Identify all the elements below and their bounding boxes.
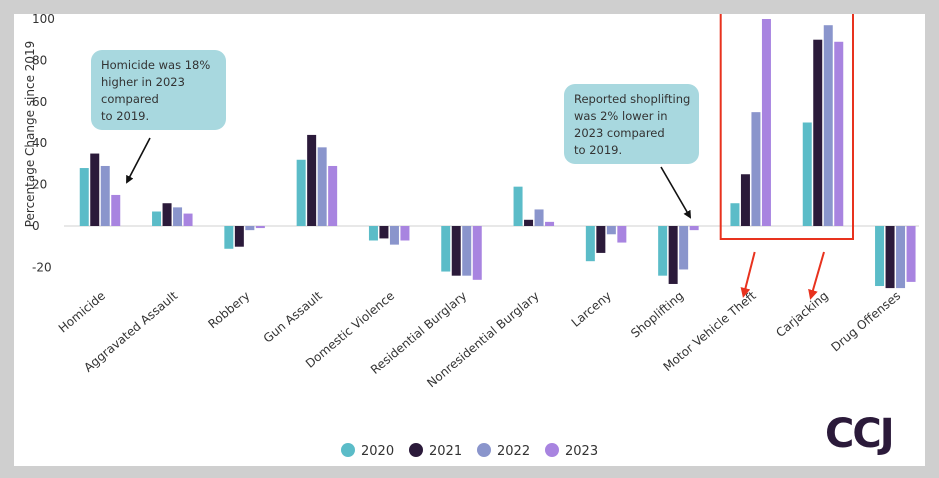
annotation-line: Reported shoplifting bbox=[574, 92, 690, 106]
category-label: Gun Assault bbox=[261, 288, 325, 345]
y-tick-label: 40 bbox=[32, 136, 47, 150]
y-tick-label: 100 bbox=[32, 14, 55, 26]
annotation-arrow bbox=[126, 137, 151, 184]
annotation-arrow bbox=[660, 166, 692, 219]
bar-2021-3 bbox=[307, 134, 317, 226]
annotation-line: 2023 compared bbox=[574, 126, 665, 140]
category-label: Larceny bbox=[569, 289, 614, 330]
y-tick-label: 0 bbox=[32, 219, 40, 233]
bar-2022-8 bbox=[679, 226, 689, 270]
legend-label: 2023 bbox=[565, 444, 598, 459]
highlight-arrow bbox=[740, 251, 756, 298]
category-label: Shoplifting bbox=[628, 289, 686, 341]
ccj-logo: CCJ bbox=[825, 411, 893, 457]
category-label: Robbery bbox=[205, 289, 252, 332]
bar-2020-10 bbox=[802, 122, 812, 226]
bar-2022-3 bbox=[317, 147, 327, 226]
annotation-text: Homicide was 18% higher in 2023 compared to… bbox=[101, 58, 210, 123]
bar-2023-9 bbox=[761, 19, 771, 226]
bar-2020-0 bbox=[79, 168, 89, 226]
annotation-line: to 2019. bbox=[101, 109, 149, 123]
highlight-box bbox=[719, 14, 855, 240]
bar-2020-2 bbox=[224, 226, 234, 249]
y-tick-label: 20 bbox=[32, 178, 47, 192]
bar-2023-10 bbox=[834, 41, 844, 226]
bar-2023-3 bbox=[328, 165, 338, 226]
legend-label: 2021 bbox=[429, 444, 462, 459]
bar-2022-2 bbox=[245, 226, 255, 231]
annotation-line: higher in 2023 bbox=[101, 75, 185, 89]
chart-svg: Percentage Change since 2019 100 80 60 40 20 0… bbox=[23, 14, 919, 459]
bar-2022-6 bbox=[534, 209, 544, 226]
y-tick-label: -20 bbox=[32, 260, 52, 274]
bar-2023-2 bbox=[255, 226, 265, 229]
legend-marker-2021 bbox=[409, 443, 423, 457]
bar-2022-7 bbox=[606, 226, 616, 235]
annotation-line: compared bbox=[101, 92, 159, 106]
bar-2020-1 bbox=[152, 211, 162, 226]
y-tick-label: 60 bbox=[32, 95, 47, 109]
legend-label: 2022 bbox=[497, 444, 530, 459]
bar-2021-2 bbox=[234, 226, 244, 247]
annotation-line: to 2019. bbox=[574, 143, 622, 157]
bar-2020-5 bbox=[441, 226, 451, 272]
bar-2022-10 bbox=[823, 25, 833, 227]
bar-2023-8 bbox=[689, 226, 699, 231]
legend-marker-2022 bbox=[477, 443, 491, 457]
annotation-text: Reported shoplifting was 2% lower in 2023 … bbox=[574, 92, 690, 157]
bar-2020-7 bbox=[585, 226, 595, 262]
bar-2021-11 bbox=[885, 226, 895, 289]
category-label: Homicide bbox=[56, 289, 108, 336]
bar-2021-10 bbox=[813, 39, 823, 227]
bar-2023-6 bbox=[545, 221, 555, 226]
bar-2020-9 bbox=[730, 203, 740, 226]
legend-marker-2020 bbox=[341, 443, 355, 457]
bar-2021-1 bbox=[162, 203, 172, 226]
bar-2023-1 bbox=[183, 213, 193, 226]
bar-2021-7 bbox=[596, 226, 606, 253]
bar-2021-6 bbox=[524, 219, 534, 226]
bar-2022-5 bbox=[462, 226, 472, 276]
bar-2023-7 bbox=[617, 226, 627, 243]
bar-2022-4 bbox=[389, 226, 399, 245]
bar-2023-5 bbox=[472, 226, 482, 280]
annotation-callout bbox=[91, 50, 226, 130]
category-label: Carjacking bbox=[773, 289, 831, 341]
y-tick-label: 80 bbox=[32, 53, 47, 67]
annotation-line: was 2% lower in bbox=[574, 109, 668, 123]
chart-frame: Percentage Change since 2019 100 80 60 40 20 0… bbox=[14, 14, 925, 466]
bar-2021-4 bbox=[379, 226, 389, 239]
bar-2020-3 bbox=[296, 159, 306, 226]
bar-2022-0 bbox=[100, 165, 110, 226]
bar-2021-5 bbox=[451, 226, 461, 276]
legend-marker-2023 bbox=[545, 443, 559, 457]
bar-2020-11 bbox=[875, 226, 885, 287]
legend-label: 2020 bbox=[361, 444, 394, 459]
bar-2022-11 bbox=[896, 226, 906, 289]
highlight-arrow bbox=[808, 251, 825, 300]
bar-2023-11 bbox=[906, 226, 916, 282]
bar-2021-8 bbox=[668, 226, 678, 284]
annotation-line: Homicide was 18% bbox=[101, 58, 210, 72]
annotation-callout bbox=[564, 84, 699, 164]
y-axis-label: Percentage Change since 2019 bbox=[23, 41, 37, 228]
bar-2020-4 bbox=[368, 226, 378, 241]
category-label: Drug Offenses bbox=[828, 289, 903, 355]
bar-2022-1 bbox=[173, 207, 183, 226]
bar-2023-4 bbox=[400, 226, 410, 241]
bar-2021-0 bbox=[90, 153, 100, 226]
bar-2020-8 bbox=[658, 226, 668, 276]
bar-2020-6 bbox=[513, 186, 523, 226]
bar-2022-9 bbox=[751, 112, 761, 226]
bar-2021-9 bbox=[740, 174, 750, 226]
bar-2023-0 bbox=[111, 194, 121, 226]
